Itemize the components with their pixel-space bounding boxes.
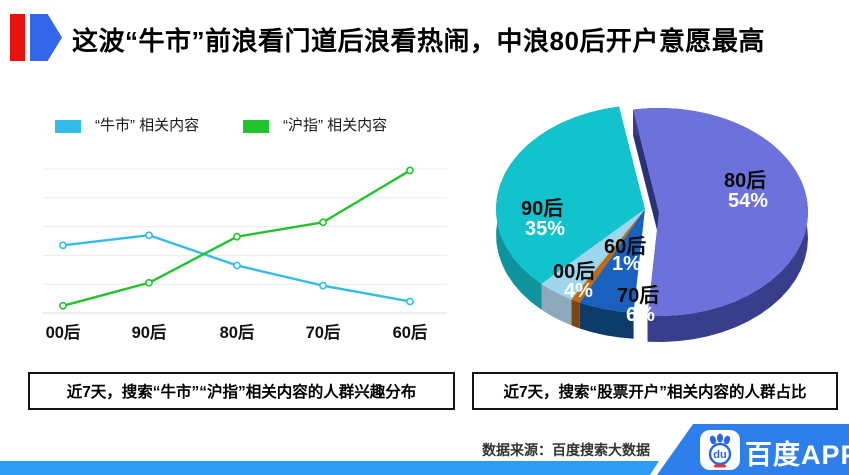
data-point [59,241,67,250]
title-arrow-icon [30,14,62,61]
pie-slice-label: 90后 [521,198,564,220]
data-point [145,231,153,240]
data-point [406,166,414,175]
pie-slice-side [571,299,580,329]
data-point [406,297,414,306]
data-point [319,281,327,290]
x-axis-label: 80后 [220,323,255,342]
x-axis-label: 70后 [306,323,341,342]
pie-slice-label: 70后 [617,285,660,307]
data-point [233,232,241,241]
logo-monogram: du [713,449,726,461]
legend-swatch-shanghai-index [243,120,269,133]
x-axis-label: 90后 [132,323,167,342]
pie-slice-percent: 1% [612,253,641,275]
baidu-logo-icon: du [700,430,740,470]
footer-blue-bar [0,461,659,475]
data-point [233,261,241,270]
line-chart-caption-box: 近7天，搜索“牛市”“沪指”相关内容的人群兴趣分布 [28,372,455,410]
baidu-app-badge: du 百度APP [657,424,849,475]
pie-slice-percent: 4% [564,280,593,302]
pie-cut-face [633,109,659,239]
baidu-paw-icon: du [708,433,732,468]
pie-slice-label: 80后 [724,170,767,192]
pie-slice-percent: 6% [626,304,655,326]
legend-label-bull-market: “牛市” 相关内容 [95,117,200,134]
line-chart-svg: 00后 90后 80后 70后 60后 [43,166,447,342]
data-point [319,218,327,227]
data-point [145,278,153,287]
brand-name: 百度APP [745,440,849,470]
title-red-bar [10,14,25,61]
page-title: 这波“牛市”前浪看门道后浪看热闹，中浪80后开户意愿最高 [72,26,765,56]
pie-slice-label: 00后 [553,261,596,283]
x-axis-label: 60后 [393,323,428,342]
pie-slice-top [633,108,808,317]
legend-swatch-bull-market [55,120,81,133]
legend-label-shanghai-index: “沪指” 相关内容 [283,117,388,134]
pie-slice-side [633,108,808,342]
pie-slice-percent: 54% [728,190,769,212]
pie-chart-caption-box: 近7天，搜索“股票开户”相关内容的人群占比 [472,372,838,410]
x-axis-label: 00后 [46,323,81,342]
pie-slice-percent: 35% [525,218,566,240]
pie-slice-label: 60后 [604,236,647,258]
data-point [59,301,67,310]
data-source-note: 数据来源：百度搜索大数据 [482,442,650,458]
